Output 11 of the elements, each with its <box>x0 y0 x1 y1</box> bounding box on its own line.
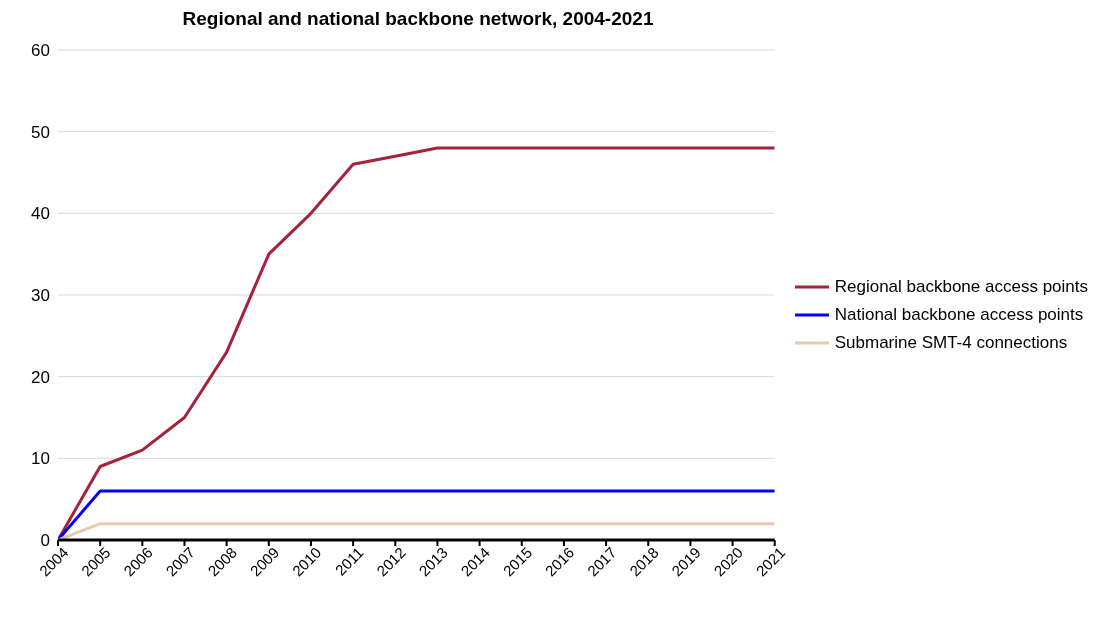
y-tick-label: 60 <box>31 41 50 61</box>
y-tick-label: 20 <box>31 367 50 387</box>
chart-title: Regional and national backbone network, 2004-2021 <box>181 8 655 30</box>
y-tick-label: 30 <box>31 286 50 306</box>
legend-label: National backbone access points <box>834 305 1084 325</box>
legend-label: Submarine SMT-4 connections <box>834 333 1068 353</box>
y-tick-label: 40 <box>31 204 50 224</box>
y-tick-label: 50 <box>31 122 50 142</box>
y-tick-label: 0 <box>40 531 50 551</box>
legend-label: Regional backbone access points <box>834 277 1088 297</box>
y-tick-label: 10 <box>31 449 50 469</box>
